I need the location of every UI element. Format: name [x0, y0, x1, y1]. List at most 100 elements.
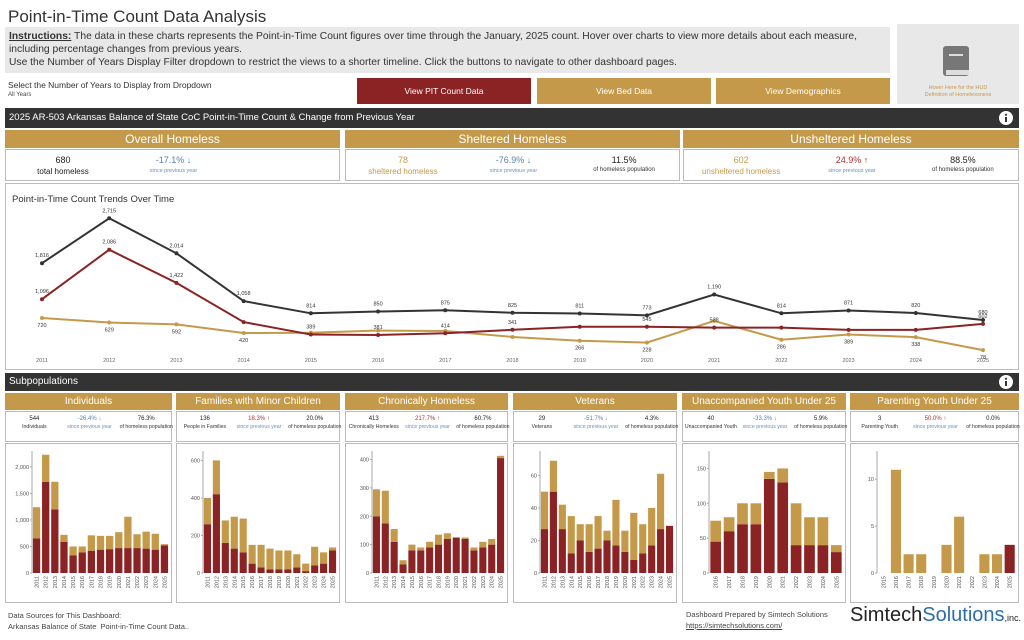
- point: [577, 338, 582, 343]
- point: [846, 308, 851, 313]
- card-body: 78 sheltered homeless -76.9% ↓ since previo…: [345, 149, 680, 181]
- bar: [257, 544, 265, 568]
- kpi-value: 11.5%: [611, 155, 637, 165]
- x-tick-label: 2022: [794, 576, 800, 588]
- bar: [399, 560, 407, 565]
- data-label: 2,715: [102, 208, 116, 214]
- bar: [230, 548, 238, 573]
- bar: [576, 540, 584, 573]
- x-tick-label: 2020: [623, 576, 629, 588]
- point: [510, 327, 515, 332]
- bar: [549, 491, 557, 573]
- info-icon[interactable]: [998, 374, 1014, 390]
- y-tick-label: 400: [360, 458, 369, 464]
- x-tick-label: 2013: [560, 576, 566, 588]
- y-tick-label: 100: [360, 543, 369, 549]
- bar: [426, 547, 434, 573]
- data-label: 1,096: [35, 289, 49, 295]
- kpi-label: of homeless population: [593, 167, 655, 173]
- bar: [78, 546, 86, 553]
- bar: [830, 545, 842, 553]
- data-label: 1,816: [35, 253, 49, 259]
- bar: [142, 548, 150, 573]
- info-icon[interactable]: [998, 110, 1014, 126]
- kpi-value: 76.3%: [137, 416, 155, 422]
- bar: [461, 537, 469, 539]
- kpi-value: 680: [55, 155, 71, 165]
- bar: [293, 567, 301, 573]
- bar: [42, 481, 50, 573]
- filter-value[interactable]: All Years: [8, 92, 32, 98]
- kpi-label: Parenting Youth: [861, 424, 899, 430]
- kpi-value: -26.4% ↓: [77, 416, 102, 422]
- x-tick-label: 2024: [490, 576, 496, 588]
- kpi-label: of homeless population: [119, 424, 173, 430]
- card-heading: Families with Minor Children: [176, 393, 340, 410]
- nav-button[interactable]: View Demographics: [716, 78, 890, 104]
- bar: [284, 569, 292, 573]
- card-body: 3 Parenting Youth 50.0% ↑ since previous ye…: [850, 411, 1020, 442]
- bar: [603, 540, 611, 573]
- nav-button[interactable]: View PIT Count Data: [357, 78, 531, 104]
- bar: [723, 531, 735, 573]
- point: [846, 327, 851, 332]
- card-body: 413 Chronically Homeless 217.7% ↑ since pre…: [345, 411, 510, 442]
- kpi-label: since previous year: [828, 168, 876, 174]
- bar: [594, 548, 602, 573]
- definition-link[interactable]: Hover Here for the HUD Definition of Hom…: [924, 85, 992, 98]
- bar: [777, 468, 789, 483]
- bar: [328, 550, 337, 573]
- chart-frame: [682, 443, 846, 603]
- instructions-text: Use the Number of Years Display Filter d…: [9, 57, 677, 68]
- data-label: 820: [911, 303, 920, 309]
- x-tick-label: 2023: [650, 576, 656, 588]
- y-tick-label: 600: [191, 458, 200, 464]
- point: [241, 331, 246, 335]
- data-label: 1,190: [707, 285, 721, 291]
- y-tick-label: 0: [703, 571, 706, 577]
- bar: [594, 516, 602, 549]
- kpi-value: 602: [733, 155, 749, 165]
- bar: [417, 550, 425, 573]
- x-tick-label: 2018: [99, 576, 105, 588]
- bar: [390, 541, 398, 573]
- definition-box[interactable]: Hover Here for the HUD Definition of Hom…: [897, 24, 1019, 104]
- subpop-bar: Subpopulations: [5, 373, 1019, 391]
- point: [712, 318, 717, 323]
- point: [376, 328, 381, 333]
- point: [107, 320, 112, 325]
- x-tick-label: 2012: [383, 576, 389, 588]
- website-link[interactable]: https://simtechsolutions.com/: [686, 621, 783, 630]
- card-heading: Individuals: [5, 393, 172, 410]
- kpi-label: since previous year: [405, 424, 450, 430]
- x-tick-label: 2016: [372, 358, 384, 364]
- data-label: 871: [844, 300, 853, 306]
- point: [510, 310, 515, 315]
- kpi-label: of homeless population: [794, 424, 848, 430]
- x-tick-label: 2016: [714, 576, 720, 588]
- book-icon: [943, 46, 969, 76]
- point: [913, 335, 918, 340]
- x-tick-label: 2025: [1008, 576, 1014, 588]
- bar: [212, 460, 220, 495]
- bar: [105, 549, 114, 573]
- x-tick-label: 2011: [205, 576, 211, 588]
- data-label: 545: [642, 317, 651, 323]
- bar: [657, 529, 665, 573]
- x-tick-label: 2023: [982, 576, 988, 588]
- point: [107, 216, 112, 221]
- x-tick-label: 2021: [126, 576, 132, 588]
- bar: [372, 516, 380, 573]
- nav-button[interactable]: View Bed Data: [537, 78, 711, 104]
- point: [913, 327, 918, 332]
- kpi-value: 40: [707, 416, 715, 422]
- y-tick-label: 1,500: [15, 491, 29, 497]
- x-tick-label: 2019: [614, 576, 620, 588]
- bar: [320, 552, 328, 564]
- bar: [576, 524, 584, 541]
- kpi-value: -51.7% ↓: [584, 416, 608, 422]
- bar: [979, 554, 990, 573]
- bar: [96, 535, 105, 550]
- data-label: 420: [239, 338, 248, 344]
- x-tick-label: 2021: [632, 576, 638, 588]
